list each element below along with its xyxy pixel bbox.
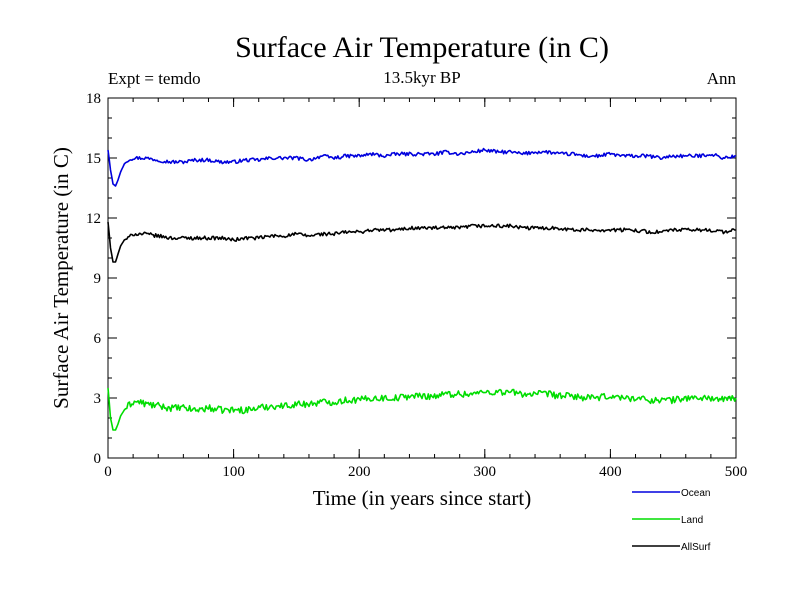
series-line-land <box>107 387 737 431</box>
series-layer <box>107 147 737 431</box>
legend-label-land: Land <box>681 515 703 526</box>
y-axis-label: Surface Air Temperature (in C) <box>49 147 73 409</box>
chart-title: Surface Air Temperature (in C) <box>235 31 609 64</box>
plot-frame <box>107 97 737 459</box>
legend: Ocean Land AllSurf <box>632 488 711 553</box>
y-tick-label: 12 <box>86 211 101 227</box>
legend-label-ocean: Ocean <box>681 488 710 499</box>
x-tick-label: 200 <box>348 464 371 480</box>
y-tick-label: 6 <box>94 331 102 347</box>
x-tick-label: 400 <box>599 464 622 480</box>
y-tick-label: 0 <box>94 451 102 467</box>
experiment-label: Expt = temdo <box>108 69 201 88</box>
x-tick-label: 0 <box>104 464 112 480</box>
x-tick-label: 100 <box>222 464 245 480</box>
y-tick-label: 18 <box>86 91 101 107</box>
tick-labels: 0 100 200 300 400 500 0 3 6 9 12 15 18 <box>86 91 747 480</box>
x-tick-label: 500 <box>725 464 748 480</box>
season-label: Ann <box>707 69 737 88</box>
y-tick-label: 9 <box>94 271 102 287</box>
chart-subtitle: 13.5kyr BP <box>383 68 460 87</box>
legend-label-allsurf: AllSurf <box>681 542 711 553</box>
y-tick-label: 3 <box>94 391 102 407</box>
y-tick-label: 15 <box>86 151 101 167</box>
x-tick-label: 300 <box>474 464 497 480</box>
series-line-ocean <box>107 147 737 187</box>
x-axis-label: Time (in years since start) <box>313 486 532 510</box>
axis-ticks <box>107 97 737 459</box>
series-line-allsurf <box>107 221 736 263</box>
